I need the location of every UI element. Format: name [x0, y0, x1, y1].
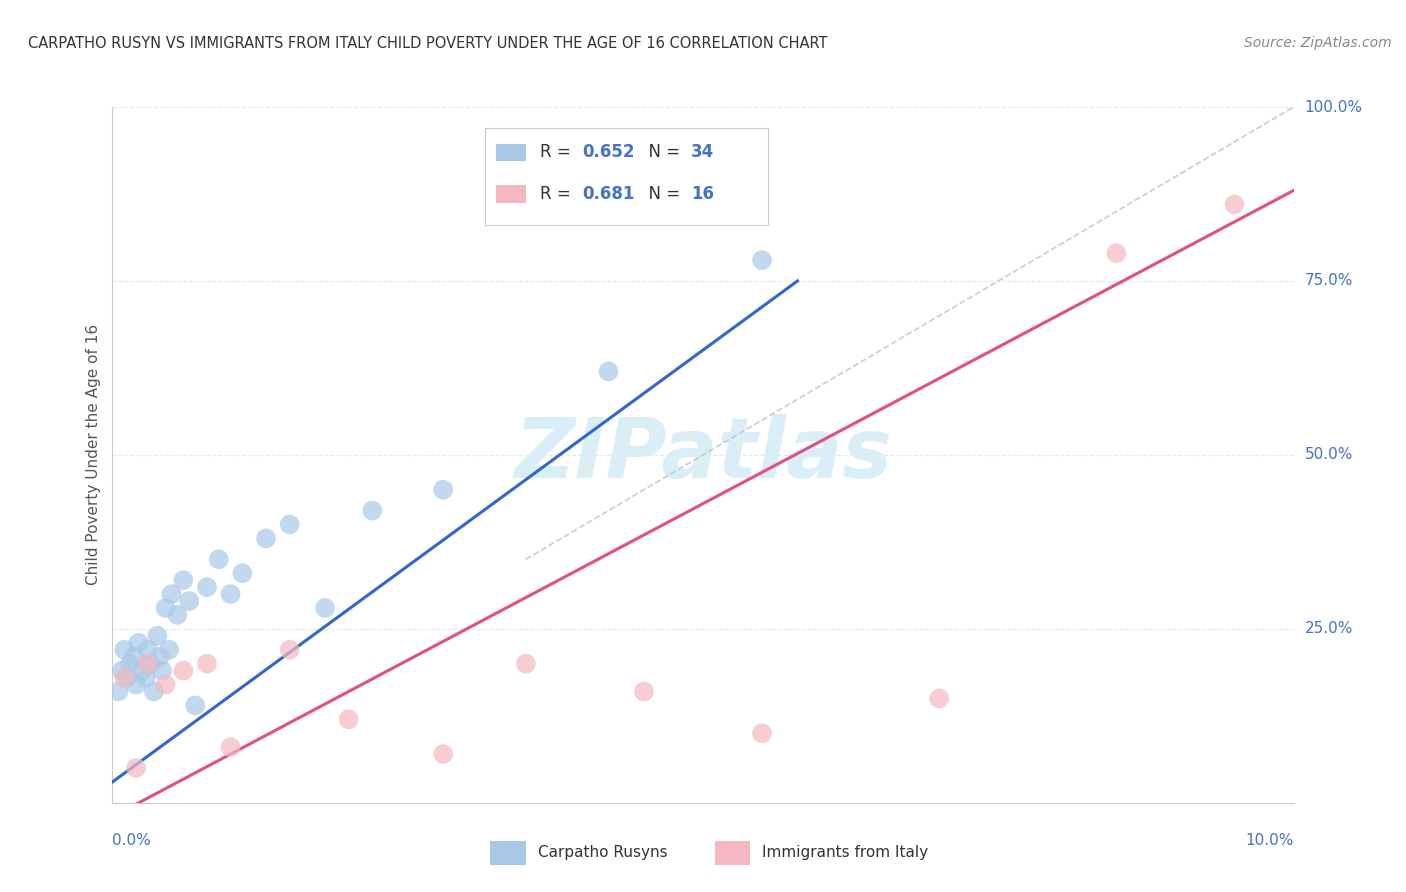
Point [598, 364, 620, 378]
Text: 10.0%: 10.0% [1246, 833, 1294, 848]
Point [120, 657, 142, 671]
Text: 25.0%: 25.0% [1305, 622, 1353, 636]
Point [928, 691, 950, 706]
FancyBboxPatch shape [485, 128, 768, 226]
Point [361, 503, 384, 517]
Point [107, 684, 129, 698]
Point [155, 601, 177, 615]
Point [195, 657, 218, 671]
Point [112, 642, 135, 657]
Text: ZIPatlas: ZIPatlas [515, 415, 891, 495]
Text: N =: N = [638, 185, 685, 203]
Point [155, 677, 177, 691]
Point [314, 601, 336, 615]
Point [135, 671, 157, 685]
Text: Carpatho Rusyns: Carpatho Rusyns [537, 846, 668, 861]
Point [432, 483, 454, 497]
Point [115, 671, 138, 685]
Point [219, 740, 242, 755]
Point [751, 253, 773, 268]
Text: Immigrants from Italy: Immigrants from Italy [762, 846, 928, 861]
Point [172, 664, 194, 678]
Point [515, 657, 537, 671]
Point [254, 532, 277, 546]
Text: R =: R = [540, 144, 576, 161]
Text: 16: 16 [692, 185, 714, 203]
Point [184, 698, 207, 713]
Text: CARPATHO RUSYN VS IMMIGRANTS FROM ITALY CHILD POVERTY UNDER THE AGE OF 16 CORREL: CARPATHO RUSYN VS IMMIGRANTS FROM ITALY … [28, 36, 828, 51]
Point [633, 684, 655, 698]
FancyBboxPatch shape [714, 841, 751, 865]
Point [136, 657, 159, 671]
Point [150, 664, 173, 678]
Point [139, 657, 162, 671]
Point [142, 684, 165, 698]
Point [112, 671, 135, 685]
Point [125, 677, 148, 691]
Text: 0.681: 0.681 [582, 185, 636, 203]
FancyBboxPatch shape [496, 186, 526, 202]
Point [172, 573, 194, 587]
Text: 0.652: 0.652 [582, 144, 636, 161]
Point [1105, 246, 1128, 260]
Text: 100.0%: 100.0% [1305, 100, 1362, 114]
Text: 75.0%: 75.0% [1305, 274, 1353, 288]
Point [432, 747, 454, 761]
Text: 34: 34 [692, 144, 714, 161]
Point [278, 517, 301, 532]
Point [751, 726, 773, 740]
Point [122, 649, 145, 664]
Point [149, 649, 172, 664]
Point [179, 594, 201, 608]
FancyBboxPatch shape [496, 144, 526, 161]
Text: Source: ZipAtlas.com: Source: ZipAtlas.com [1244, 36, 1392, 50]
Text: 0.0%: 0.0% [112, 833, 152, 848]
Point [131, 664, 153, 678]
Text: R =: R = [540, 185, 576, 203]
Text: N =: N = [638, 144, 685, 161]
Point [166, 607, 188, 622]
Point [208, 552, 231, 566]
Point [231, 566, 253, 581]
Text: 50.0%: 50.0% [1305, 448, 1353, 462]
Point [337, 712, 360, 726]
Point [160, 587, 183, 601]
FancyBboxPatch shape [491, 841, 526, 865]
Point [219, 587, 242, 601]
Point [146, 629, 169, 643]
Point [111, 664, 134, 678]
Point [136, 642, 159, 657]
Point [157, 642, 180, 657]
Point [195, 580, 218, 594]
Y-axis label: Child Poverty Under the Age of 16: Child Poverty Under the Age of 16 [86, 325, 101, 585]
Point [127, 636, 149, 650]
Point [1223, 197, 1246, 211]
Point [278, 642, 301, 657]
Point [125, 761, 148, 775]
